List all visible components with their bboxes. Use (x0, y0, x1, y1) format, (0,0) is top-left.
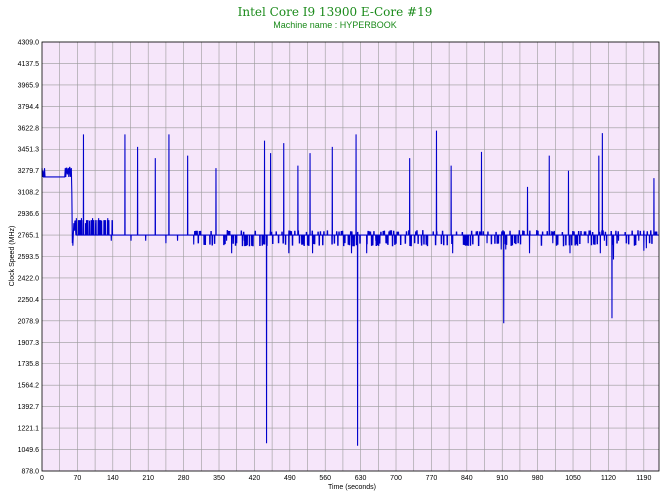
x-tick-label: 210 (142, 475, 154, 482)
series-line (41, 130, 659, 446)
y-tick-label: 2936.6 (18, 211, 40, 218)
y-tick-label: 3451.3 (18, 147, 40, 154)
y-tick-label: 2250.4 (18, 297, 40, 304)
y-tick-label: 4309.0 (18, 40, 40, 47)
x-axis-label: Time (seconds) (328, 484, 376, 491)
series-layer (41, 130, 659, 446)
y-tick-label: 2078.9 (18, 318, 40, 325)
x-tick-label: 0 (40, 475, 44, 482)
x-tick-label: 490 (284, 475, 296, 482)
y-tick-label: 1564.2 (18, 383, 40, 390)
x-tick-label: 1190 (636, 475, 651, 482)
y-tick-label: 3108.2 (18, 190, 40, 197)
chart-title: Intel Core I9 13900 E-Core #19 (238, 5, 433, 19)
x-tick-label: 1050 (565, 475, 581, 482)
x-tick-label: 1120 (601, 475, 616, 482)
y-tick-label: 3794.4 (18, 104, 40, 111)
y-tick-label: 2593.5 (18, 254, 40, 261)
x-tick-label: 70 (74, 475, 82, 482)
y-tick-label: 1392.7 (18, 404, 40, 411)
x-tick-label: 700 (390, 475, 402, 482)
x-tick-label: 350 (213, 475, 225, 482)
y-tick-label: 1221.1 (18, 426, 40, 433)
x-tick-label: 630 (355, 475, 367, 482)
x-tick-label: 280 (178, 475, 190, 482)
y-tick-label: 2765.1 (18, 233, 40, 240)
x-tick-label: 560 (319, 475, 331, 482)
x-tick-label: 980 (532, 475, 544, 482)
x-tick-label: 910 (496, 475, 508, 482)
y-tick-label: 4137.5 (18, 61, 40, 68)
x-tick-label: 770 (426, 475, 438, 482)
y-tick-label: 1735.8 (18, 361, 40, 368)
x-axis-ticks: 0 70 140 210 280 350 420 490 560 630 700 770 840 910 9… (40, 475, 651, 482)
chart-subtitle: Machine name : HYPERBOOK (273, 20, 397, 30)
y-tick-label: 878.0 (21, 469, 39, 476)
y-tick-label: 3965.9 (18, 82, 40, 89)
y-axis-label: Clock Speed (MHz) (9, 226, 16, 287)
y-tick-label: 3279.7 (18, 168, 40, 175)
y-axis-ticks: 878.0 1049.6 1221.1 1392.7 1564.2 1735.8 1907.… (18, 40, 40, 476)
y-tick-label: 3622.8 (18, 125, 40, 132)
grid-lines (42, 41, 659, 472)
y-tick-label: 1049.6 (18, 447, 40, 454)
x-tick-label: 140 (107, 475, 119, 482)
y-tick-label: 1907.3 (18, 340, 40, 347)
plot-border (41, 41, 660, 472)
y-tick-label: 2422.0 (18, 275, 40, 282)
x-tick-label: 840 (461, 475, 473, 482)
x-tick-label: 420 (249, 475, 261, 482)
